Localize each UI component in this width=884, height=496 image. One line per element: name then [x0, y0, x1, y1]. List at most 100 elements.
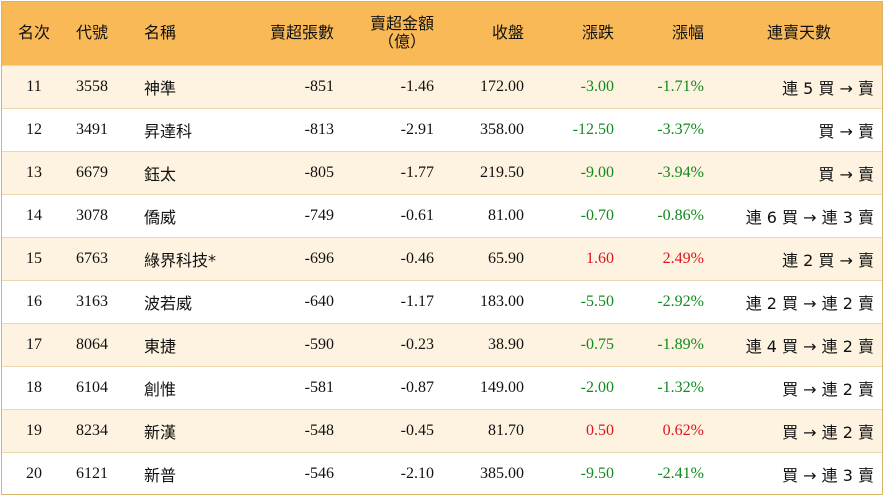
table-row: 18 6104 創惟 -581 -0.87 149.00 -2.00 -1.32% 買 → 連 …: [2, 366, 882, 409]
header-change-pct: 漲幅: [671, 23, 704, 43]
cell-name: 僑威: [144, 207, 177, 227]
cell-code: 8234: [76, 421, 108, 439]
cell-rank: 18: [26, 378, 42, 396]
cell-change: 0.50: [586, 421, 614, 439]
cell-streak: 買 → 賣: [818, 121, 874, 141]
cell-close: 219.50: [480, 163, 524, 181]
cell-net-amount: -1.77: [400, 163, 434, 181]
cell-close: 385.00: [480, 464, 524, 482]
cell-change: -5.50: [580, 292, 614, 310]
cell-net-amount: -0.45: [400, 421, 434, 439]
cell-change: -9.50: [580, 464, 614, 482]
table-row: 19 8234 新漢 -548 -0.45 81.70 0.50 0.62% 買 → 連 2 賣: [2, 409, 882, 452]
cell-net-lots: -749: [304, 206, 334, 224]
cell-streak: 連 6 買 → 連 3 賣: [745, 207, 874, 227]
cell-close: 81.00: [488, 206, 524, 224]
cell-name: 神準: [144, 78, 177, 98]
cell-name: 東捷: [144, 336, 177, 356]
cell-streak: 買 → 連 3 賣: [782, 465, 874, 485]
cell-net-lots: -581: [304, 378, 334, 396]
header-net-amount-line2: （億）: [377, 32, 426, 52]
cell-net-amount: -0.61: [400, 206, 434, 224]
cell-streak: 連 5 買 → 賣: [782, 78, 874, 98]
cell-close: 65.90: [488, 249, 524, 267]
cell-streak: 連 4 買 → 連 2 賣: [745, 336, 874, 356]
cell-change-pct: -1.71%: [657, 77, 704, 95]
cell-rank: 15: [26, 249, 42, 267]
cell-net-lots: -548: [304, 421, 334, 439]
cell-name: 綠界科技*: [144, 250, 217, 270]
header-net-lots: 賣超張數: [269, 23, 334, 43]
cell-code: 8064: [76, 335, 108, 353]
table-body: 11 3558 神準 -851 -1.46 172.00 -3.00 -1.71% 連 5 買 …: [2, 65, 882, 494]
cell-change-pct: -3.94%: [657, 163, 704, 181]
cell-close: 81.70: [488, 421, 524, 439]
header-name: 名稱: [144, 23, 177, 43]
cell-net-amount: -0.46: [400, 249, 434, 267]
cell-change: -2.00: [580, 378, 614, 396]
cell-net-amount: -2.10: [400, 464, 434, 482]
cell-code: 6104: [76, 378, 108, 396]
cell-streak: 買 → 賣: [818, 164, 874, 184]
cell-code: 6121: [76, 464, 108, 482]
cell-net-amount: -1.46: [400, 77, 434, 95]
cell-streak: 買 → 連 2 賣: [782, 379, 874, 399]
cell-change: -3.00: [580, 77, 614, 95]
cell-rank: 16: [26, 292, 42, 310]
cell-rank: 20: [26, 464, 42, 482]
cell-change-pct: -2.41%: [657, 464, 704, 482]
cell-close: 149.00: [480, 378, 524, 396]
cell-change-pct: -1.32%: [657, 378, 704, 396]
header-code: 代號: [76, 23, 109, 43]
header-net-amount-line1: 賣超金額: [369, 14, 434, 34]
cell-rank: 11: [26, 77, 42, 95]
table-row: 14 3078 僑威 -749 -0.61 81.00 -0.70 -0.86% 連 6 買 →…: [2, 194, 882, 237]
cell-rank: 13: [26, 163, 42, 181]
cell-net-amount: -2.91: [400, 120, 434, 138]
cell-streak: 買 → 連 2 賣: [782, 422, 874, 442]
cell-change: -0.70: [580, 206, 614, 224]
table-row: 11 3558 神準 -851 -1.46 172.00 -3.00 -1.71% 連 5 買 …: [2, 65, 882, 108]
cell-name: 昇達科: [144, 121, 193, 141]
cell-name: 新普: [144, 465, 177, 485]
cell-streak: 連 2 買 → 賣: [782, 250, 874, 270]
cell-code: 3078: [76, 206, 108, 224]
cell-code: 3491: [76, 120, 108, 138]
cell-name: 鈺太: [144, 164, 177, 184]
cell-net-amount: -0.23: [400, 335, 434, 353]
cell-change-pct: -1.89%: [657, 335, 704, 353]
table-row: 12 3491 昇達科 -813 -2.91 358.00 -12.50 -3.37% 買 → …: [2, 108, 882, 151]
table-row: 17 8064 東捷 -590 -0.23 38.90 -0.75 -1.89% 連 4 買 →…: [2, 323, 882, 366]
cell-net-lots: -813: [304, 120, 334, 138]
header-change: 漲跌: [581, 23, 614, 43]
header-net-amount-label: 賣超金額 （億）: [370, 15, 434, 51]
cell-code: 3163: [76, 292, 108, 310]
cell-name: 新漢: [144, 422, 177, 442]
cell-change-pct: 0.62%: [662, 421, 704, 439]
cell-streak: 連 2 買 → 連 2 賣: [745, 293, 874, 313]
cell-rank: 14: [26, 206, 42, 224]
cell-net-amount: -1.17: [400, 292, 434, 310]
cell-rank: 19: [26, 421, 42, 439]
cell-close: 38.90: [488, 335, 524, 353]
header-net-amount: 賣超金額 （億）: [344, 2, 444, 65]
table-header-row: 名次 代號 名稱 賣超張數 賣超金額 （億） 收盤 漲跌 漲幅 連賣天數: [2, 2, 882, 65]
cell-code: 6679: [76, 163, 108, 181]
cell-code: 6763: [76, 249, 108, 267]
cell-net-lots: -696: [304, 249, 334, 267]
cell-change-pct: 2.49%: [662, 249, 704, 267]
table-row: 16 3163 波若威 -640 -1.17 183.00 -5.50 -2.92% 連 2 買…: [2, 280, 882, 323]
header-rank: 名次: [17, 23, 50, 43]
cell-change: -12.50: [572, 120, 614, 138]
cell-change: -0.75: [580, 335, 614, 353]
cell-close: 183.00: [480, 292, 524, 310]
cell-net-lots: -805: [304, 163, 334, 181]
table-row: 20 6121 新普 -546 -2.10 385.00 -9.50 -2.41% 買 → 連 …: [2, 452, 882, 494]
table-row: 15 6763 綠界科技* -696 -0.46 65.90 1.60 2.49% 連 2 買 …: [2, 237, 882, 280]
cell-net-lots: -546: [304, 464, 334, 482]
cell-change-pct: -0.86%: [657, 206, 704, 224]
cell-net-amount: -0.87: [400, 378, 434, 396]
cell-change-pct: -3.37%: [657, 120, 704, 138]
cell-code: 3558: [76, 77, 108, 95]
